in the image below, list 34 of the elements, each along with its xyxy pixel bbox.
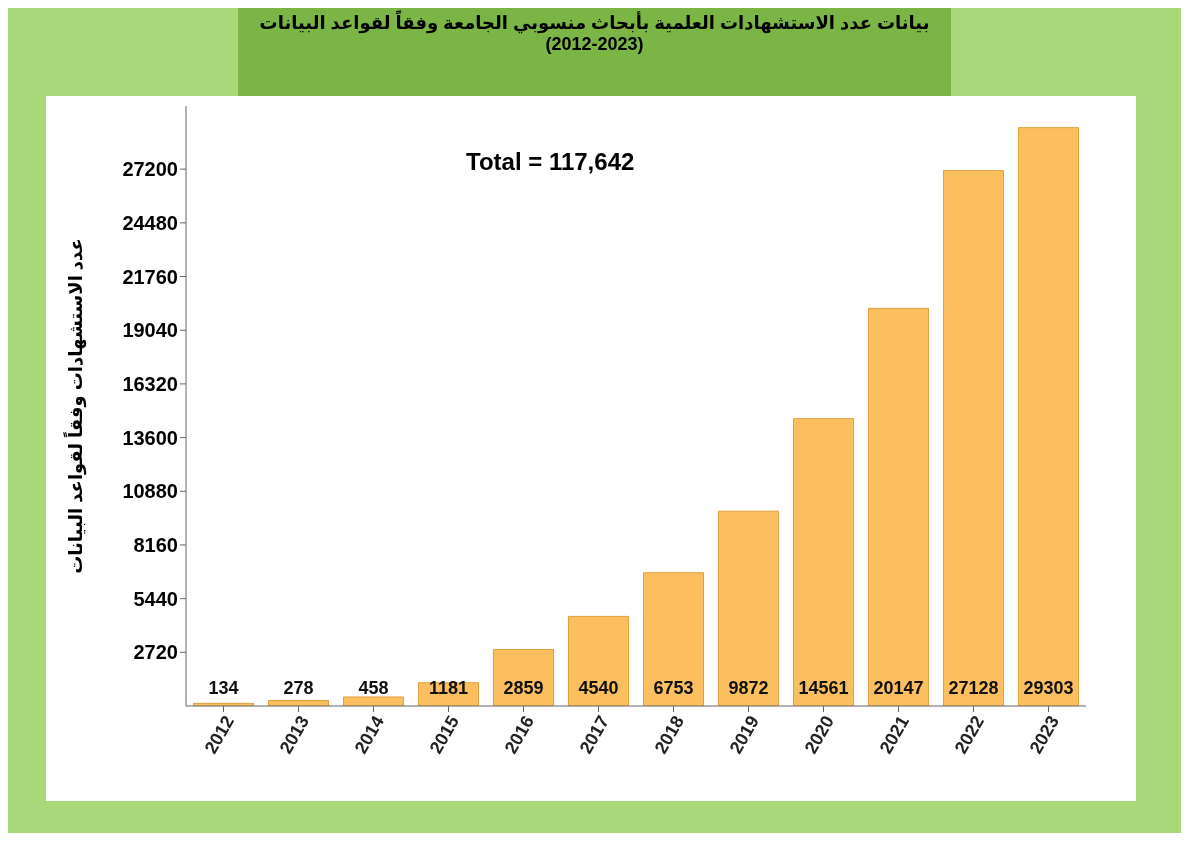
bar: [868, 307, 929, 706]
data-label: 458: [358, 678, 389, 698]
y-tick-label: 13600: [122, 426, 178, 449]
bar: [343, 696, 404, 706]
bar: [1018, 127, 1079, 706]
bar: [943, 170, 1004, 706]
data-label: 1181: [428, 678, 469, 698]
bar: [643, 572, 704, 706]
annotation: Total = 117,642: [466, 148, 635, 176]
data-label: 278: [283, 678, 314, 698]
y-tick-label: 10880: [122, 480, 178, 503]
data-label: 2859: [503, 678, 544, 698]
chart-subtitle: (2012-2023): [544, 34, 645, 55]
y-tick-label: 27200: [122, 158, 178, 181]
bar: [718, 510, 779, 706]
data-label: 14561: [798, 678, 849, 698]
y-axis-title: عدد الاستشهادات وفقاً لقواعد البيانات: [63, 238, 88, 574]
data-label: 9872: [728, 678, 769, 698]
y-tick-label: 5440: [133, 587, 178, 610]
y-tick-label: 21760: [122, 265, 178, 288]
bar: [568, 615, 629, 706]
bar: [793, 418, 854, 706]
y-tick-label: 8160: [133, 534, 178, 557]
data-label: 20147: [873, 678, 924, 698]
y-tick-label: 16320: [122, 372, 178, 395]
chart-title: بيانات عدد الاستشهادات العلمية بأبحاث منسوبي الجامعة وفقاً لقواعد البيانات: [258, 12, 931, 34]
data-label: 29303: [1023, 678, 1074, 698]
data-label: 6753: [653, 678, 694, 698]
y-tick-label: 2720: [133, 641, 178, 664]
data-label: 134: [208, 678, 239, 698]
data-label: 4540: [578, 678, 619, 698]
y-tick-label: 19040: [122, 319, 178, 342]
y-tick-label: 24480: [122, 211, 178, 234]
data-label: 27128: [948, 678, 999, 698]
